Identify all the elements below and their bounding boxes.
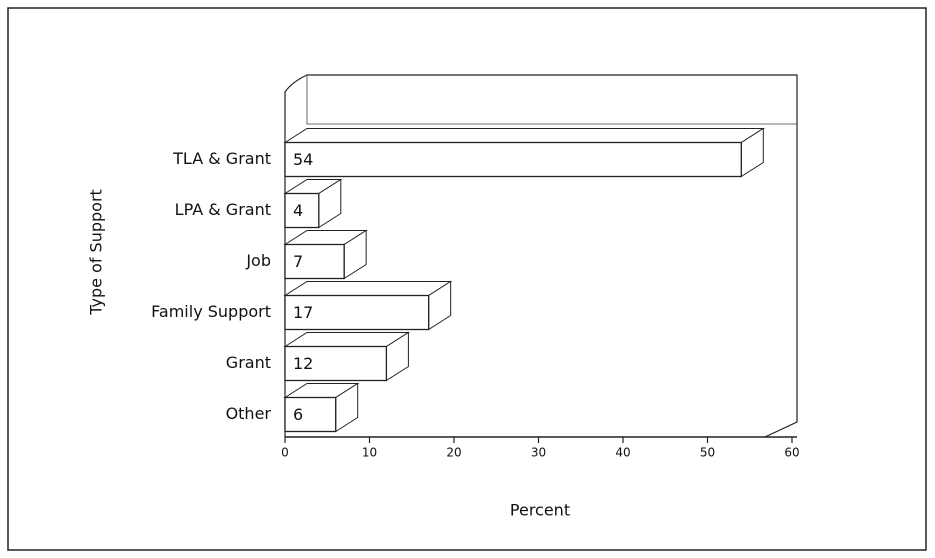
- y-tick-label: Grant: [226, 353, 271, 372]
- x-tick-label: 20: [446, 446, 461, 460]
- y-tick-label: Family Support: [151, 302, 271, 321]
- bar: [284, 192, 320, 229]
- y-tick-label: TLA & Grant: [172, 149, 271, 168]
- x-tick-label: 40: [615, 446, 630, 460]
- x-tick-label: 0: [281, 446, 289, 460]
- bar-top: [283, 128, 766, 143]
- bar: [284, 396, 337, 433]
- value-label: 4: [293, 201, 303, 220]
- bar-top: [283, 281, 453, 296]
- value-label: 12: [293, 354, 313, 373]
- x-tick-label: 50: [700, 446, 715, 460]
- x-tick-label: 60: [784, 446, 799, 460]
- value-label: 6: [293, 405, 303, 424]
- y-tick-label: Other: [226, 404, 272, 423]
- value-label: 17: [293, 303, 313, 322]
- bar: [284, 294, 430, 331]
- bar: [284, 345, 388, 382]
- y-tick-label: Job: [245, 251, 271, 270]
- x-axis-title: Percent: [510, 501, 570, 520]
- y-tick-label: LPA & Grant: [175, 200, 271, 219]
- chart-box: [284, 74, 798, 438]
- x-tick-label: 10: [362, 446, 377, 460]
- y-axis-title: Type of Support: [87, 189, 106, 316]
- bar: [284, 141, 742, 178]
- back-wall: [306, 75, 797, 125]
- value-label: 54: [293, 150, 313, 169]
- x-tick-label: 30: [531, 446, 546, 460]
- frame: [7, 7, 927, 551]
- value-label: 7: [293, 252, 303, 271]
- bar: [284, 243, 345, 280]
